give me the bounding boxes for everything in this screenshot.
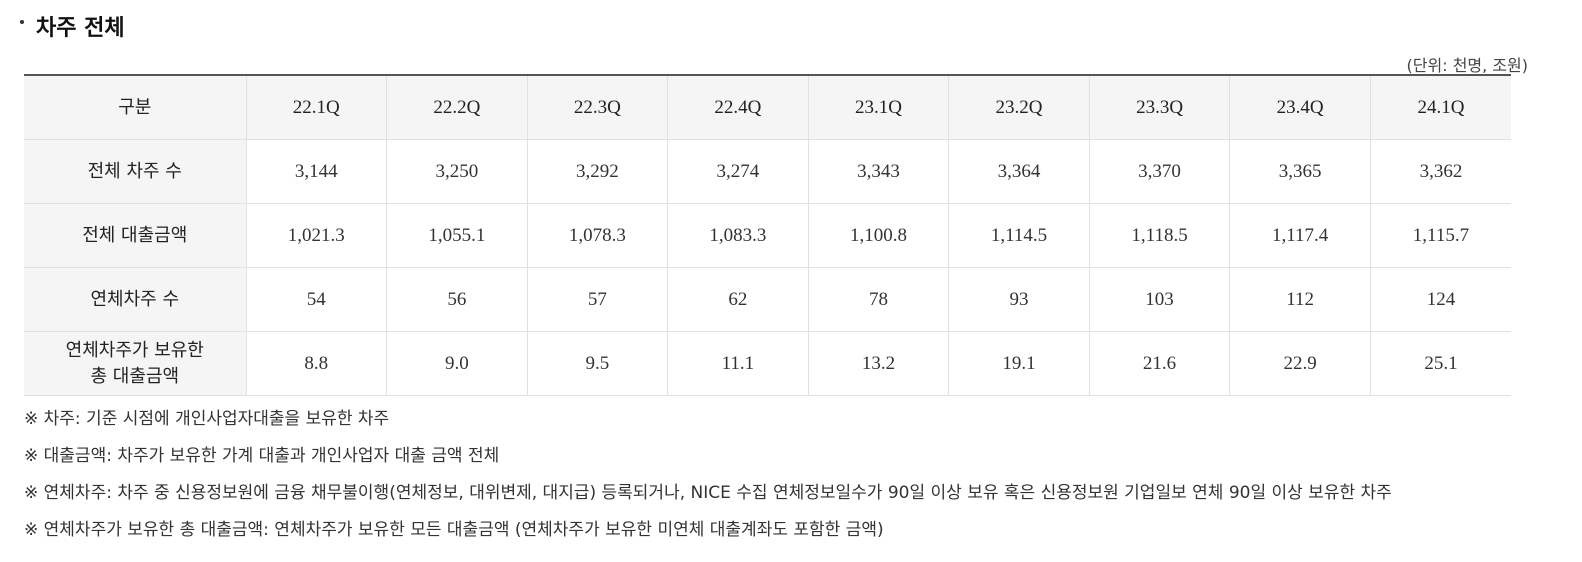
table-cell: 11.1 xyxy=(667,331,809,396)
table-row: 연체차주가 보유한 총 대출금액 8.8 9.0 9.5 11.1 13.2 1… xyxy=(24,331,1511,396)
table-cell: 54 xyxy=(245,267,387,332)
table-cell: 21.6 xyxy=(1088,331,1230,396)
table-cell: 3,365 xyxy=(1229,139,1371,204)
table-cell: 3,250 xyxy=(386,139,528,204)
table-cell: 62 xyxy=(667,267,809,332)
table-cell: 13.2 xyxy=(807,331,949,396)
header-cell: 24.1Q xyxy=(1369,75,1511,140)
header-cell: 23.3Q xyxy=(1088,75,1230,140)
table-cell: 22.9 xyxy=(1229,331,1371,396)
header-cell: 22.3Q xyxy=(526,75,668,140)
table-header-row: 구분 22.1Q 22.2Q 22.3Q 22.4Q 23.1Q 23.2Q 2… xyxy=(24,75,1511,140)
row-label-line: 총 대출금액 xyxy=(90,365,180,387)
row-label: 전체 차주 수 xyxy=(87,160,182,182)
row-label: 전체 대출금액 xyxy=(82,224,188,246)
table-cell: 57 xyxy=(526,267,668,332)
table-cell: 1,118.5 xyxy=(1088,203,1230,268)
header-cell: 22.2Q xyxy=(386,75,528,140)
table-cell: 56 xyxy=(386,267,528,332)
table-cell: 9.0 xyxy=(386,331,528,396)
footnote: ※ 차주: 기준 시점에 개인사업자대출을 보유한 차주 xyxy=(24,409,390,429)
row-header-cell: 전체 차주 수 xyxy=(24,139,246,204)
footnotes: ※ 차주: 기준 시점에 개인사업자대출을 보유한 차주 ※ 대출금액: 차주가… xyxy=(24,403,1564,551)
section-title: 차주 전체 xyxy=(20,10,125,42)
table-cell: 1,114.5 xyxy=(948,203,1090,268)
footnote: ※ 대출금액: 차주가 보유한 가계 대출과 개인사업자 대출 금액 전체 xyxy=(24,446,500,466)
table-cell: 19.1 xyxy=(948,331,1090,396)
table-row: 전체 대출금액 1,021.3 1,055.1 1,078.3 1,083.3 … xyxy=(24,203,1511,268)
table-cell: 3,144 xyxy=(245,139,387,204)
table-cell: 1,055.1 xyxy=(386,203,528,268)
header-cell-category: 구분 xyxy=(24,75,246,140)
table-cell: 78 xyxy=(807,267,949,332)
footnote: ※ 연체차주가 보유한 총 대출금액: 연체차주가 보유한 모든 대출금액 (연… xyxy=(24,520,884,540)
row-header-cell: 연체차주 수 xyxy=(24,267,246,332)
table-cell: 3,364 xyxy=(948,139,1090,204)
table-cell: 1,115.7 xyxy=(1369,203,1511,268)
table-cell: 124 xyxy=(1369,267,1511,332)
section-title-text: 차주 전체 xyxy=(36,16,125,41)
table-cell: 1,083.3 xyxy=(667,203,809,268)
table-cell: 3,274 xyxy=(667,139,809,204)
header-cell: 23.1Q xyxy=(807,75,949,140)
header-cell: 22.4Q xyxy=(667,75,809,140)
table-cell: 1,021.3 xyxy=(245,203,387,268)
borrower-table: 구분 22.1Q 22.2Q 22.3Q 22.4Q 23.1Q 23.2Q 2… xyxy=(24,74,1511,396)
table-cell: 103 xyxy=(1088,267,1230,332)
row-header-cell: 연체차주가 보유한 총 대출금액 xyxy=(24,331,246,396)
table-cell: 9.5 xyxy=(526,331,668,396)
header-cell: 23.2Q xyxy=(948,75,1090,140)
row-label-line: 연체차주가 보유한 xyxy=(65,339,204,361)
row-header-cell: 전체 대출금액 xyxy=(24,203,246,268)
table-cell: 93 xyxy=(948,267,1090,332)
table-row: 연체차주 수 54 56 57 62 78 93 103 112 124 xyxy=(24,267,1511,332)
header-cell: 22.1Q xyxy=(245,75,387,140)
bullet-icon xyxy=(20,20,24,24)
table-row: 전체 차주 수 3,144 3,250 3,292 3,274 3,343 3,… xyxy=(24,139,1511,204)
table-cell: 1,117.4 xyxy=(1229,203,1371,268)
table-cell: 1,100.8 xyxy=(807,203,949,268)
footnote: ※ 연체차주: 차주 중 신용정보원에 금융 채무불이행(연체정보, 대위변제,… xyxy=(24,483,1392,503)
table-cell: 3,362 xyxy=(1369,139,1511,204)
table-cell: 3,343 xyxy=(807,139,949,204)
table-cell: 8.8 xyxy=(245,331,387,396)
table-cell: 1,078.3 xyxy=(526,203,668,268)
table-cell: 3,370 xyxy=(1088,139,1230,204)
header-cell: 23.4Q xyxy=(1229,75,1371,140)
row-label: 연체차주 수 xyxy=(90,288,180,310)
table-cell: 25.1 xyxy=(1369,331,1511,396)
table-cell: 112 xyxy=(1229,267,1371,332)
unit-label: (단위: 천명, 조원) xyxy=(1406,56,1528,75)
table-cell: 3,292 xyxy=(526,139,668,204)
